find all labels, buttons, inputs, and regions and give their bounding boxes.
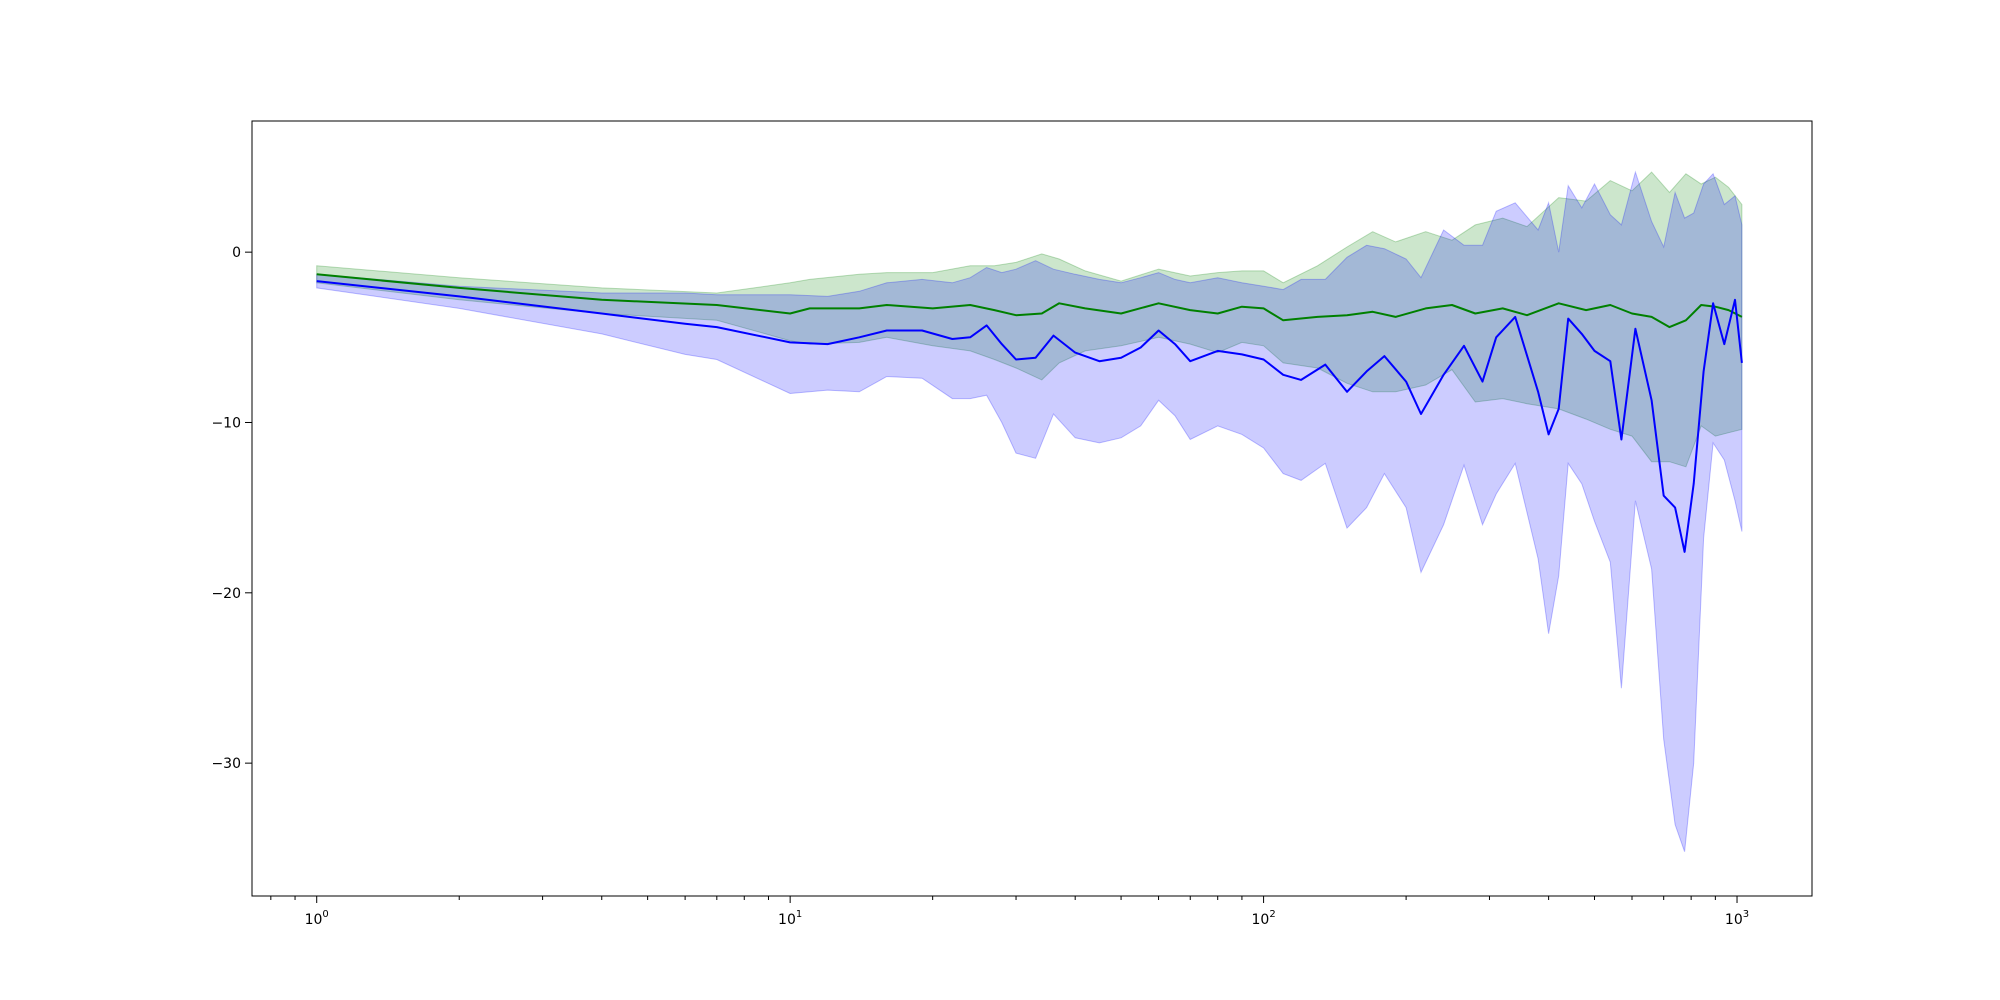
band-series-2	[316, 170, 1743, 852]
x-tick-label: 102	[1251, 909, 1275, 928]
series-lines	[316, 273, 1743, 553]
line-series-2	[316, 280, 1743, 553]
y-tick-label: 0	[232, 245, 241, 261]
x-tick-label: 101	[778, 909, 802, 928]
x-tick-label: 103	[1725, 909, 1749, 928]
band-series-1	[316, 171, 1743, 468]
y-tick-label: −10	[211, 415, 241, 431]
y-tick-label: −30	[211, 756, 241, 772]
plot-frame	[251, 120, 1813, 897]
x-axis-ticks: 100 101 102 103	[270, 896, 1749, 928]
y-tick-label: −20	[211, 586, 241, 602]
confidence-bands	[316, 170, 1743, 852]
line-series-1	[316, 273, 1743, 329]
y-axis-ticks: 0 −10 −20 −30	[211, 245, 252, 772]
x-tick-label: 100	[305, 909, 329, 928]
